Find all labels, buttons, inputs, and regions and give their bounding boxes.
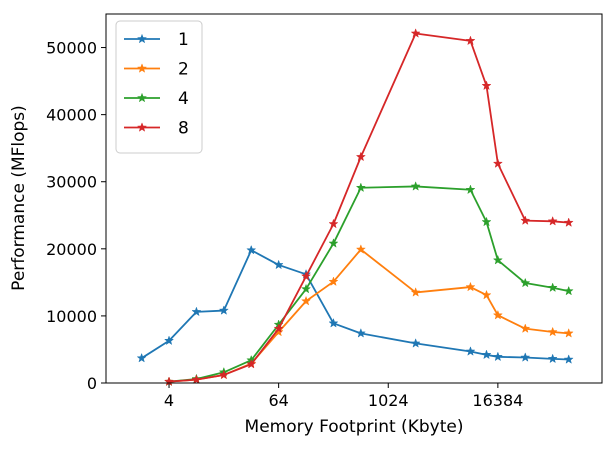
legend: 1 2 4 8 [115, 20, 203, 154]
data-point [246, 244, 257, 255]
y-tick-label: 0 [87, 374, 97, 393]
data-point [465, 281, 476, 292]
data-point [328, 218, 339, 229]
data-point [355, 182, 366, 193]
data-point [410, 287, 421, 297]
data-point [520, 352, 531, 362]
data-point [465, 35, 476, 46]
data-point [246, 358, 257, 369]
data-point [563, 354, 574, 364]
data-point [191, 374, 202, 384]
legend-marker-1 [136, 33, 148, 44]
series-2 [163, 244, 574, 386]
data-point [273, 259, 284, 270]
data-point [563, 328, 574, 338]
data-point [563, 217, 574, 227]
data-point [300, 270, 312, 281]
series-line-4 [168, 185, 569, 383]
y-tick-label: 40000 [46, 106, 97, 125]
data-point [520, 277, 531, 288]
data-point [520, 215, 531, 225]
data-point [481, 80, 492, 91]
x-tick-label: 4 [164, 391, 174, 410]
data-point [273, 326, 284, 337]
data-point [410, 338, 421, 348]
data-point [273, 323, 284, 333]
data-point [465, 184, 476, 195]
legend-label-2: 2 [178, 60, 189, 80]
data-point [492, 309, 503, 320]
series-line-8 [168, 32, 569, 383]
data-point [355, 244, 366, 254]
series-8 [163, 28, 574, 386]
legend-label-8: 8 [178, 119, 189, 139]
y-axis-label: Performance (MFlops) [9, 105, 29, 291]
ticks: 4 64 1024 16384 0 10000 20000 30000 40000 50000 [46, 39, 523, 410]
data-point [300, 295, 312, 306]
data-point [481, 289, 492, 300]
data-point [328, 238, 339, 248]
data-point [547, 215, 558, 226]
legend-marker-2 [136, 63, 148, 73]
data-point [163, 376, 175, 386]
data-point [328, 317, 339, 328]
data-point [547, 282, 558, 293]
data-point [136, 352, 147, 363]
plot-frame [105, 13, 603, 384]
data-point [492, 158, 503, 168]
x-tick-label: 64 [268, 391, 288, 410]
y-tick-label: 50000 [46, 39, 97, 58]
series-line-1 [141, 249, 569, 361]
data-point [481, 216, 492, 227]
data-point [481, 349, 492, 360]
series-4 [163, 181, 574, 386]
data-point [328, 276, 339, 287]
data-point [563, 285, 574, 296]
data-point [465, 346, 476, 356]
legend-label-1: 1 [178, 30, 189, 50]
y-tick-label: 10000 [46, 307, 97, 326]
series-1 [136, 244, 574, 364]
legend-label-4: 4 [178, 89, 189, 109]
data-point [492, 254, 503, 265]
y-tick-label: 30000 [46, 173, 97, 192]
data-point [547, 326, 558, 337]
data-point [218, 305, 229, 315]
data-point [547, 353, 558, 364]
legend-marker-4 [136, 92, 148, 103]
data-point [355, 328, 366, 338]
x-tick-label: 1024 [368, 391, 409, 410]
y-tick-label: 20000 [46, 240, 97, 259]
data-point [355, 151, 366, 162]
data-point [163, 335, 175, 346]
data-point [300, 283, 312, 294]
data-point [410, 28, 421, 38]
data-point [191, 306, 202, 317]
x-tick-label: 16384 [472, 391, 523, 410]
legend-marker-8 [136, 122, 148, 132]
data-point [218, 369, 229, 380]
x-axis-label: Memory Footprint (Kbyte) [245, 417, 464, 437]
data-point [492, 351, 503, 362]
series-layer [136, 28, 574, 386]
data-point [520, 323, 531, 333]
legend-box [115, 20, 203, 154]
data-point [410, 181, 421, 191]
